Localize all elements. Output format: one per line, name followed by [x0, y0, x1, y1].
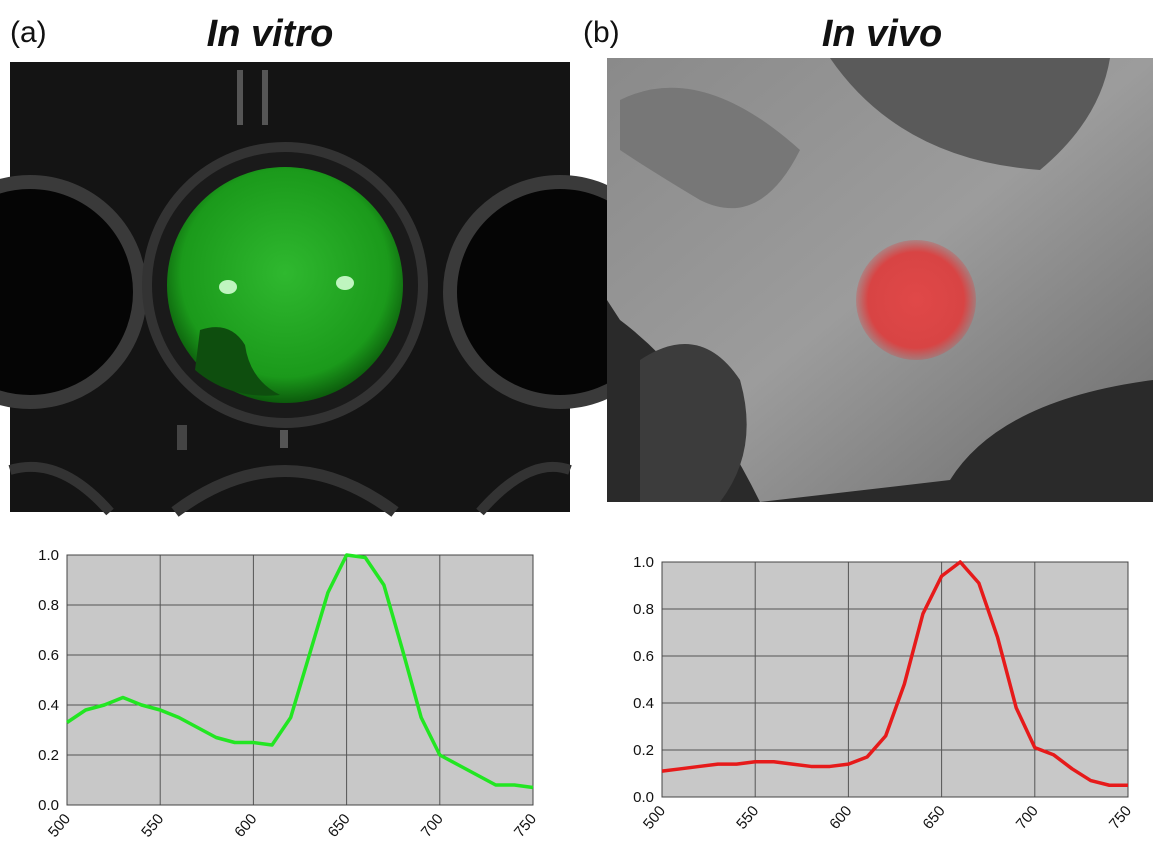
photo-in-vitro [0, 62, 677, 517]
x-tick-label: 700 [418, 811, 447, 841]
x-tick-label: 750 [1106, 803, 1135, 833]
y-tick-label: 0.8 [38, 597, 59, 614]
plot-border [66, 554, 534, 806]
y-tick-label: 0.0 [633, 789, 654, 806]
y-tick-label: 0.6 [38, 647, 59, 664]
chart-title: In vitro [207, 13, 334, 55]
y-tick-label: 0.4 [633, 695, 654, 712]
spectrum-line [66, 553, 534, 790]
photo-in-vivo [607, 58, 1153, 502]
x-tick-label: 750 [511, 811, 540, 841]
x-tick-label: 650 [920, 803, 949, 833]
plot-area [662, 562, 1128, 797]
y-tick-label: 0.4 [38, 697, 59, 714]
x-tick-label: 600 [826, 803, 855, 833]
y-tick-label: 0.0 [38, 797, 59, 814]
x-tick-label: 550 [138, 811, 167, 841]
y-tick-label: 0.2 [38, 747, 59, 764]
x-tick-label: 500 [640, 803, 669, 833]
panel-label: (b) [583, 16, 620, 49]
plot-border [661, 561, 1129, 798]
spectrum-line [661, 560, 1128, 787]
y-tick-label: 1.0 [633, 554, 654, 571]
chart-title: In vivo [822, 13, 942, 55]
x-tick-label: 500 [45, 811, 74, 841]
x-tick-label: 550 [733, 803, 762, 833]
x-tick-label: 600 [231, 811, 260, 841]
x-tick-label: 700 [1013, 803, 1042, 833]
x-tick-label: 650 [325, 811, 354, 841]
y-tick-label: 0.6 [633, 648, 654, 665]
y-tick-label: 0.8 [633, 601, 654, 618]
y-tick-label: 1.0 [38, 547, 59, 564]
y-tick-label: 0.2 [633, 742, 654, 759]
panel-label: (a) [10, 16, 47, 49]
